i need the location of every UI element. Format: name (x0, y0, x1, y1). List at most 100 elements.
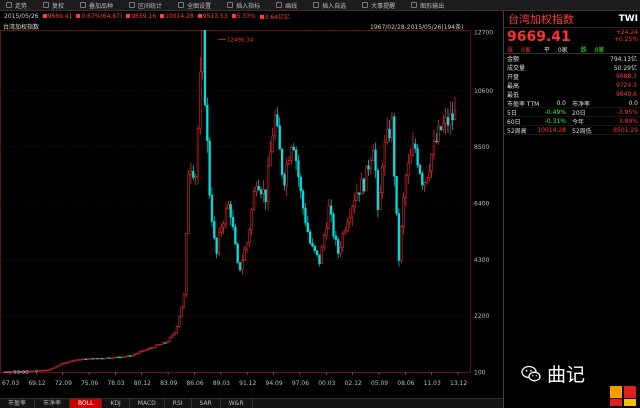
candle-body (37, 370, 41, 372)
candle-body (231, 217, 235, 228)
candle-body (229, 204, 232, 218)
range-stats-icon (129, 2, 136, 8)
tab-sar[interactable]: SAR (192, 399, 221, 408)
candle-body (322, 235, 326, 248)
toolbar-item[interactable]: 区间统计 (129, 1, 162, 10)
tab-kdj[interactable]: KDJ (102, 399, 130, 408)
candle-body (208, 140, 211, 196)
panel-index-name: 台湾加权指数 (508, 13, 574, 26)
toolbar-item[interactable]: 叠加品种 (80, 1, 113, 10)
candle-body (278, 125, 281, 150)
chart-label-bar: 台湾加权指数 1967/02/28-2015/05/26(194条) (0, 21, 503, 31)
info-high: 9659.16 (131, 12, 157, 20)
candle-body (409, 154, 412, 164)
wechat-icon (521, 365, 541, 381)
toolbar-item[interactable]: 大事提醒 (362, 1, 395, 10)
candlestick-chart[interactable]: 12700 10600 8500 6400 4300 2200 100 67.03 69.12 7… (0, 30, 503, 392)
candle-body (315, 250, 319, 255)
breadth-label: 涨 (507, 47, 514, 54)
toolbar-item[interactable]: 插入自选 (313, 1, 346, 10)
perf-value: 10014.28 (537, 126, 566, 134)
tab-w-r[interactable]: W&R (221, 399, 253, 408)
alert-icon (362, 2, 369, 8)
candle-body (161, 342, 165, 345)
candle-body (238, 262, 242, 271)
breadth-label: 平 (543, 47, 550, 54)
stat-label: 最低 (507, 92, 520, 99)
brand-logo-icon (610, 386, 636, 406)
y-tick-label: 100 (474, 370, 486, 377)
candle-body (388, 128, 391, 139)
y-tick-label: 10600 (474, 88, 493, 95)
candle-body (393, 116, 396, 177)
perf-row: 52周高 10014.28 52周低 8501.29 (504, 126, 640, 135)
perf-value: 0.0 (556, 99, 566, 107)
candle-body (185, 233, 188, 295)
info-low: 10014.28 (165, 12, 194, 20)
last-price: 9669.41 (507, 29, 571, 45)
candle-body (362, 178, 366, 192)
chart-date-range: 1967/02/28-2015/05/26(194条) (370, 24, 464, 31)
candle-body (12, 371, 15, 373)
candle-body (421, 173, 424, 186)
candle-body (236, 243, 239, 263)
x-tick-label: 94.09 (266, 380, 283, 387)
candle-body (245, 242, 249, 250)
perf-row: 60日 -0.31% 今年 3.89% (504, 117, 640, 126)
toolbar-item-label: 大事提醒 (371, 2, 396, 10)
candle-body (157, 344, 160, 346)
candle-body (112, 356, 115, 359)
candle-body (446, 117, 450, 126)
perf-label: 20日 (572, 109, 586, 117)
candle-body (381, 165, 384, 193)
candle-body (346, 222, 349, 231)
candle-body (206, 104, 209, 142)
toolbar-item[interactable]: 画线 (276, 1, 297, 10)
tab--[interactable]: 市净率 (35, 399, 71, 408)
candle-body (453, 110, 457, 121)
candle-body (194, 175, 197, 178)
tab-macd[interactable]: MACD (130, 399, 165, 408)
candle-body (89, 358, 92, 360)
candle-body (273, 114, 277, 137)
overlay-icon (80, 2, 87, 8)
breadth-item: 平 0家 (543, 45, 578, 54)
toolbar-item[interactable]: 图形输出 (411, 1, 444, 10)
performance-table: 市盈率 TTM 0.0 市净率 0.0 5日 -0.49% 20日 -3.95% 60日 -0.3… (504, 99, 640, 135)
toolbar-item[interactable]: 走势 (6, 1, 27, 10)
candle-body (301, 190, 305, 209)
candle-body (28, 370, 31, 372)
toolbar-item[interactable]: 全图设置 (178, 1, 211, 10)
candle-body (234, 226, 237, 245)
candle-body (451, 113, 454, 121)
tab--[interactable]: 市盈率 (0, 399, 36, 408)
perf-value: -0.31% (544, 117, 566, 125)
candle-body (376, 170, 380, 210)
breadth-value: 0家 (557, 47, 568, 54)
x-tick-label: 08.06 (397, 380, 414, 387)
perf-label: 5日 (507, 109, 517, 117)
candle-body (217, 231, 221, 254)
insert-indicator-icon (227, 2, 234, 8)
toolbar-item[interactable]: 插入指标 (227, 1, 260, 10)
candle-body (189, 170, 193, 175)
candle-body (290, 147, 293, 161)
candle-body (341, 232, 344, 248)
toolbar-item[interactable]: 复权 (43, 1, 64, 10)
candle-body (283, 174, 286, 186)
candle-body (374, 149, 377, 171)
x-tick-label: 13.12 (450, 380, 467, 387)
candle-body (404, 175, 408, 199)
candle-body (414, 143, 417, 149)
tab-boll[interactable]: BOLL (70, 399, 103, 408)
candle-body (320, 246, 323, 265)
tab-rsi[interactable]: RSI (165, 399, 192, 408)
x-tick-label: 67.03 (2, 380, 19, 387)
add-watchlist-icon (313, 2, 320, 8)
candle-body (173, 332, 176, 335)
market-breadth: 涨 0家平 0家跌 0家 (504, 45, 640, 54)
x-tick-label: 02.12 (345, 380, 362, 387)
candle-body (70, 360, 73, 363)
x-tick-label: 05.09 (371, 380, 388, 387)
perf-value: 0.0 (628, 99, 638, 107)
